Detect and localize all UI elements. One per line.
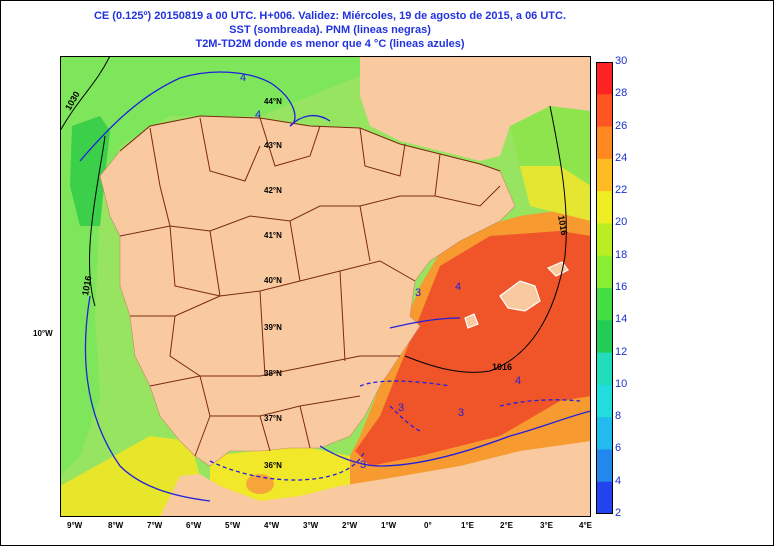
isobar-label: 1016 [80, 275, 93, 296]
province-borders [119, 115, 501, 457]
lon-label: 6°W [186, 521, 202, 530]
lon-label: 1°E [461, 521, 474, 530]
colorbar-segment [596, 320, 613, 354]
colorbar-tick-label: 18 [615, 248, 628, 261]
lon-label: 5°W [225, 521, 241, 530]
lon-label: 9°W [67, 521, 83, 530]
dewdep-label: 3 [458, 407, 464, 419]
colorbar-tick-label: 4 [615, 474, 622, 487]
colorbar-segment [596, 481, 613, 514]
sst-galicia-cold [70, 116, 110, 226]
colorbar-segment [596, 384, 613, 418]
lon-label: 1°W [381, 521, 397, 530]
lon-label: 2°E [500, 521, 513, 530]
lon-label: 2°W [342, 521, 358, 530]
land-france [360, 56, 591, 161]
colorbar-segment [596, 62, 613, 95]
colorbar-tick-label: 6 [615, 442, 622, 455]
colorbar-segment [596, 417, 613, 450]
lat-label: 37°N [264, 414, 282, 423]
land-ibiza [464, 313, 479, 329]
lat-label: 36°N [264, 461, 282, 470]
title-line-2: SST (sombreada). PNM (lineas negras) [229, 24, 431, 36]
isobar-label: 1016 [492, 362, 512, 372]
dewdep-label: 3 [398, 402, 404, 414]
lon-label: 8°W [108, 521, 124, 530]
colorbar-segment [596, 94, 613, 128]
lon-label: 4°W [264, 521, 280, 530]
sst-alboran-warm [246, 474, 274, 494]
colorbar-segment [596, 352, 613, 386]
colorbar-tick-label: 28 [615, 87, 628, 100]
colorbar-segment [596, 223, 613, 257]
colorbar-segment [596, 158, 613, 192]
colorbar-tick-label: 24 [615, 151, 628, 164]
lon-label: 3°E [540, 521, 553, 530]
isobar-label: 1016 [556, 215, 569, 236]
land-north-africa [160, 441, 591, 517]
dewpoint-depression-lines [79, 71, 591, 502]
lat-label: 44°N [264, 97, 282, 106]
dewdep-label: 4 [240, 72, 246, 84]
dewdep-label: 4 [455, 281, 461, 293]
lat-label: 42°N [264, 186, 282, 195]
lat-label: 38°N [264, 369, 282, 378]
lat-label: 40°N [264, 276, 282, 285]
lon-label: 4°E [579, 521, 592, 530]
lon-label: 0° [424, 521, 432, 530]
map-panel: 1030 1016 1016 1016 4 4 4 4 3 3 3 3 [60, 56, 591, 517]
colorbar-tick-label: 20 [615, 216, 628, 229]
colorbar-tick-label: 30 [615, 55, 628, 67]
colorbar-tick-label: 16 [615, 281, 628, 293]
dewdep-label: 4 [255, 109, 261, 121]
side-lon-label: 10°W [33, 329, 53, 338]
sst-gulf-lion-yellow [520, 166, 591, 221]
dewdep-label: 4 [515, 375, 521, 387]
lon-label: 7°W [147, 521, 163, 530]
colorbar-tick-label: 10 [615, 377, 628, 390]
colorbar-tick-label: 12 [615, 345, 628, 358]
title-line-1: CE (0.125º) 20150819 a 00 UTC. H+006. Va… [93, 10, 567, 22]
title-line-3: T2M-TD2M donde es menor que 4 °C (lineas… [195, 38, 465, 50]
colorbar-tick-label: 2 [615, 507, 622, 519]
land-mallorca [499, 280, 541, 312]
colorbar-segment [596, 191, 613, 224]
colorbar-segment [596, 449, 613, 483]
lon-label: 3°W [303, 521, 319, 530]
colorbar-segment [596, 126, 613, 160]
colorbar-tick-label: 22 [615, 184, 628, 197]
isobars [60, 56, 567, 373]
sst-atlantic-green [60, 56, 360, 476]
dewdep-label: 3 [360, 459, 366, 471]
colorbar-tick-label: 14 [615, 313, 628, 326]
colorbar-segment [596, 255, 613, 289]
lat-label: 39°N [264, 323, 282, 332]
lat-label: 43°N [264, 141, 282, 150]
colorbar-tick-label: 8 [615, 410, 622, 423]
colorbar-segment [596, 288, 613, 321]
sst-colorbar [596, 62, 613, 514]
dewdep-label: 3 [415, 287, 421, 299]
lat-label: 41°N [264, 231, 282, 240]
colorbar-tick-label: 26 [615, 119, 628, 132]
